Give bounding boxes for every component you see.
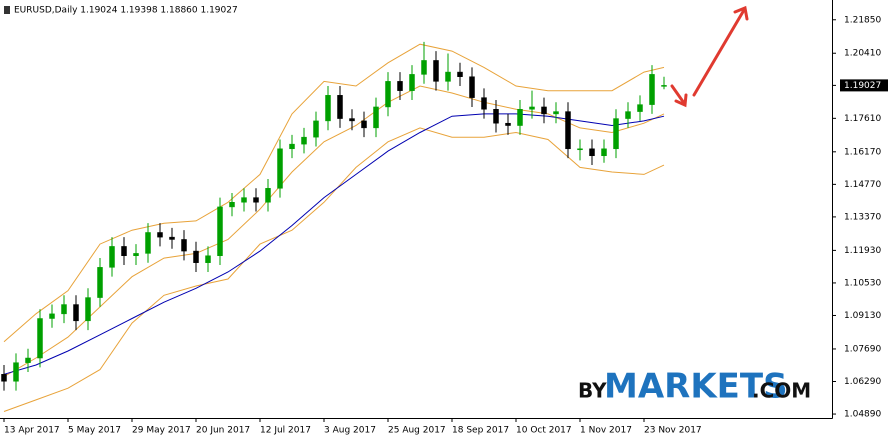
candle-body bbox=[205, 255, 211, 263]
current-price-box bbox=[840, 79, 888, 92]
y-tick-label: 1.21850 bbox=[844, 15, 881, 25]
candle-body bbox=[289, 143, 295, 150]
current-price-label: 1.19027 bbox=[844, 81, 881, 91]
candle-body bbox=[613, 118, 619, 150]
y-tick-label: 1.14770 bbox=[844, 180, 881, 190]
y-tick-label: 1.13370 bbox=[844, 212, 881, 222]
candle-body bbox=[433, 60, 439, 82]
watermark-suffix: .COM bbox=[752, 379, 811, 403]
candle-body bbox=[517, 109, 523, 126]
candle-body bbox=[109, 246, 115, 268]
candle-body bbox=[469, 76, 475, 98]
candle-body bbox=[217, 206, 223, 256]
y-tick-label: 1.10530 bbox=[844, 278, 881, 288]
x-tick-label: 3 Aug 2017 bbox=[324, 426, 376, 436]
x-tick-label: 10 Oct 2017 bbox=[516, 426, 572, 436]
candle-body bbox=[301, 136, 307, 145]
y-tick-label: 1.11930 bbox=[844, 246, 881, 256]
candle-body bbox=[505, 122, 511, 126]
candle-body bbox=[421, 60, 427, 75]
candle-body bbox=[13, 362, 19, 382]
candle-body bbox=[97, 267, 103, 298]
candle-body bbox=[373, 106, 379, 129]
indicator-line bbox=[3, 85, 665, 378]
candle-body bbox=[361, 120, 367, 129]
candle-body bbox=[253, 197, 259, 203]
y-tick-label: 1.04890 bbox=[844, 410, 881, 420]
candle-body bbox=[445, 71, 451, 82]
x-tick-label: 29 May 2017 bbox=[132, 426, 191, 436]
watermark-prefix: BY bbox=[578, 379, 607, 403]
candle-body bbox=[529, 106, 535, 110]
candle-body bbox=[409, 74, 415, 91]
arrow-up-head bbox=[733, 5, 749, 21]
candle-body bbox=[37, 318, 43, 359]
x-tick-label: 13 Apr 2017 bbox=[4, 426, 60, 436]
candle-body bbox=[325, 95, 331, 122]
candle-body bbox=[457, 71, 463, 77]
candle-body bbox=[577, 148, 583, 151]
chart-title: EURUSD,Daily 1.19024 1.19398 1.18860 1.1… bbox=[14, 6, 238, 16]
x-tick-label: 18 Sep 2017 bbox=[452, 426, 509, 436]
candle-body bbox=[541, 106, 547, 115]
arrow-down-head bbox=[674, 93, 688, 108]
candle-body bbox=[49, 313, 55, 319]
arrow-down bbox=[670, 84, 686, 105]
x-tick-label: 1 Nov 2017 bbox=[580, 426, 632, 436]
indicator-line bbox=[3, 43, 665, 343]
candle-body bbox=[193, 250, 199, 263]
watermark-main: MARKETS bbox=[604, 367, 788, 407]
x-tick-label: 25 Aug 2017 bbox=[388, 426, 446, 436]
candle-body bbox=[337, 95, 343, 119]
candle-body bbox=[25, 357, 31, 363]
candle-body bbox=[589, 148, 595, 157]
x-tick-label: 23 Nov 2017 bbox=[644, 426, 702, 436]
candle-body bbox=[121, 246, 127, 256]
candle-body bbox=[169, 236, 175, 240]
candle-body bbox=[625, 111, 631, 119]
candle-body bbox=[397, 81, 403, 91]
title-icon bbox=[4, 6, 10, 14]
candle-body bbox=[493, 109, 499, 124]
y-tick-label: 1.16170 bbox=[844, 147, 881, 157]
candle-body bbox=[565, 111, 571, 150]
candle-body bbox=[277, 148, 283, 189]
candle-body bbox=[73, 304, 79, 322]
candle-body bbox=[229, 202, 235, 208]
candle-body bbox=[157, 232, 163, 238]
candle-body bbox=[601, 148, 607, 157]
y-tick-label: 1.09130 bbox=[844, 311, 881, 321]
candle-body bbox=[85, 297, 91, 322]
candle-body bbox=[649, 74, 655, 105]
candle-body bbox=[349, 118, 355, 122]
x-tick-label: 5 May 2017 bbox=[68, 426, 121, 436]
indicator-line bbox=[3, 113, 665, 375]
annotation-arrows bbox=[670, 5, 749, 108]
indicator-line bbox=[3, 127, 665, 412]
watermark: BY MARKETS .COM bbox=[578, 367, 811, 407]
candle-body bbox=[313, 120, 319, 138]
x-tick-label: 12 Jul 2017 bbox=[260, 426, 311, 436]
candle-body bbox=[241, 197, 247, 203]
candle-body bbox=[133, 253, 139, 256]
candle-body bbox=[553, 111, 559, 115]
candle-body bbox=[661, 85, 667, 87]
candle-body bbox=[181, 239, 187, 252]
candle-body bbox=[145, 232, 151, 254]
candle-body bbox=[1, 374, 7, 382]
y-tick-label: 1.20410 bbox=[844, 49, 881, 59]
y-tick-label: 1.07690 bbox=[844, 344, 881, 354]
candle-body bbox=[481, 97, 487, 110]
candle-body bbox=[637, 104, 643, 112]
candle-body bbox=[265, 188, 271, 203]
candle-body bbox=[61, 304, 67, 315]
candle-body bbox=[385, 81, 391, 108]
y-tick-label: 1.17610 bbox=[844, 114, 881, 124]
x-tick-label: 20 Jun 2017 bbox=[196, 426, 250, 436]
y-tick-label: 1.06290 bbox=[844, 377, 881, 387]
arrow-up bbox=[692, 8, 746, 97]
